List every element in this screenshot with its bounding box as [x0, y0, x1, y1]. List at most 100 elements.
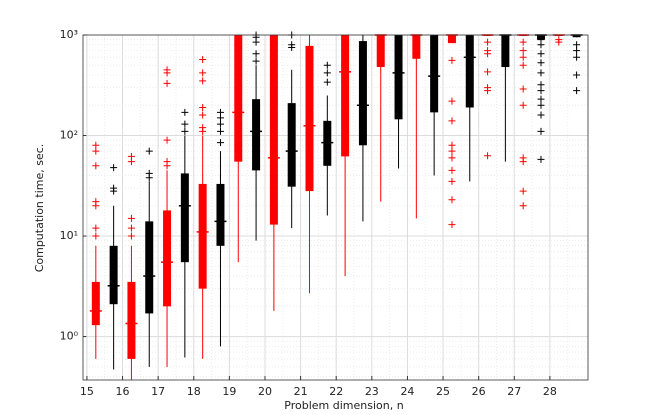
outlier	[537, 59, 545, 67]
outlier	[537, 101, 545, 109]
outlier	[484, 47, 492, 55]
box	[252, 99, 261, 171]
x-tick-label: 26	[472, 385, 486, 398]
outlier	[519, 202, 527, 210]
outlier	[573, 87, 581, 95]
outlier	[216, 108, 224, 116]
x-tick-label: 22	[329, 385, 343, 398]
outlier	[519, 101, 527, 109]
outlier	[92, 224, 100, 232]
x-tick-label: 27	[507, 385, 521, 398]
box	[127, 281, 136, 359]
outlier	[519, 47, 527, 55]
outlier	[448, 56, 456, 64]
outlier	[252, 57, 260, 65]
box	[501, 35, 510, 68]
x-tick-label: 21	[294, 385, 308, 398]
box	[109, 245, 118, 305]
outlier	[484, 68, 492, 76]
box	[145, 221, 154, 314]
y-tick-label: 10²	[60, 129, 78, 142]
outlier	[92, 141, 100, 149]
outlier	[323, 69, 331, 77]
outlier	[537, 155, 545, 163]
outlier	[199, 111, 207, 119]
outlier	[216, 127, 224, 135]
outlier	[216, 120, 224, 128]
x-tick-label: 25	[436, 385, 450, 398]
outlier	[484, 152, 492, 160]
box	[198, 183, 207, 289]
outlier	[127, 152, 135, 160]
outlier	[145, 147, 153, 155]
x-tick-label: 16	[116, 385, 130, 398]
outlier	[199, 56, 207, 64]
box	[163, 210, 172, 307]
outlier	[127, 214, 135, 222]
outlier	[537, 50, 545, 58]
outlier	[537, 36, 545, 44]
x-tick-label: 23	[365, 385, 379, 398]
x-axis-label: Problem dimension, n	[284, 399, 403, 412]
box	[358, 41, 367, 146]
x-tick-label: 20	[258, 385, 272, 398]
x-tick-label: 19	[222, 385, 236, 398]
outlier	[216, 139, 224, 147]
outlier	[145, 169, 153, 177]
x-tick-label: 15	[80, 385, 94, 398]
outlier	[573, 53, 581, 61]
outlier	[519, 61, 527, 69]
y-tick-label: 10¹	[60, 229, 78, 242]
outlier	[163, 79, 171, 87]
outlier	[537, 95, 545, 103]
outlier	[127, 224, 135, 232]
outlier	[537, 69, 545, 77]
outlier	[537, 111, 545, 119]
box	[180, 173, 189, 263]
outlier	[323, 61, 331, 69]
outlier	[573, 41, 581, 49]
outlier	[448, 154, 456, 162]
outlier	[92, 198, 100, 206]
outlier	[519, 187, 527, 195]
box	[305, 45, 314, 192]
outlier	[448, 141, 456, 149]
outlier	[484, 84, 492, 92]
outlier	[555, 36, 563, 44]
outlier	[110, 164, 118, 172]
outlier	[484, 38, 492, 46]
box	[430, 35, 439, 113]
plot-frame	[82, 34, 589, 381]
outlier	[163, 66, 171, 74]
outlier	[181, 120, 189, 128]
outlier	[163, 158, 171, 166]
outlier	[127, 232, 135, 240]
outlier	[199, 77, 207, 85]
outlier	[199, 104, 207, 112]
box	[287, 103, 296, 187]
outlier	[92, 162, 100, 170]
box	[234, 35, 243, 162]
outlier	[448, 177, 456, 185]
outlier	[448, 221, 456, 229]
x-tick-label: 17	[151, 385, 165, 398]
outlier	[181, 108, 189, 116]
outlier	[519, 154, 527, 162]
box	[394, 35, 403, 120]
outlier	[252, 50, 260, 58]
outlier	[448, 117, 456, 125]
outlier	[323, 78, 331, 86]
box	[91, 281, 100, 326]
outlier	[110, 184, 118, 192]
box	[376, 35, 385, 68]
box	[572, 35, 581, 38]
outlier	[448, 97, 456, 105]
outlier	[537, 81, 545, 89]
outlier	[519, 38, 527, 46]
outlier	[519, 85, 527, 93]
outlier	[448, 196, 456, 204]
outlier	[573, 71, 581, 79]
y-tick-label: 10³	[60, 28, 78, 41]
